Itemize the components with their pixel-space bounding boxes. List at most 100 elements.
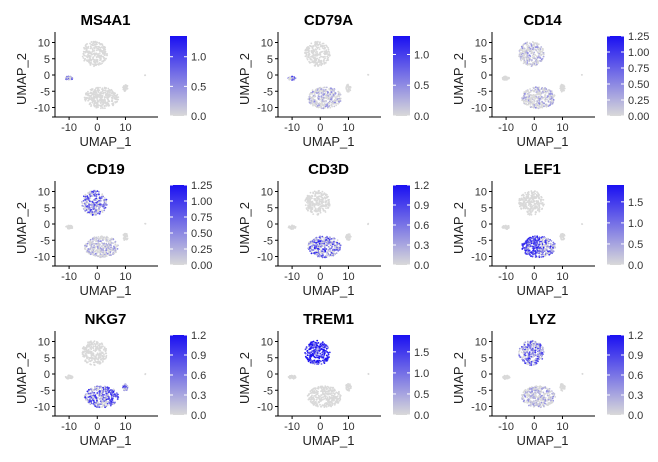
umap-point [100,94,102,96]
umap-point [328,200,330,202]
y-axis-label: UMAP_2 [451,202,466,254]
umap-point [312,195,314,197]
umap-point [116,94,118,96]
umap-point [90,53,92,55]
umap-point [95,213,97,215]
umap-point [107,404,109,406]
umap-point [508,78,510,80]
umap-point [88,389,90,391]
umap-point [109,399,111,401]
umap-point [332,249,334,251]
y-tick-label: -10 [257,252,273,264]
colorbar-tick-label: 0.9 [414,200,429,212]
umap-point [110,246,112,248]
umap-point [104,399,106,401]
umap-point [316,53,318,55]
umap-point [88,100,90,102]
umap-point [534,42,536,44]
umap-point [542,254,544,256]
umap-point [123,87,125,89]
umap-point [293,226,295,228]
umap-point [93,362,95,364]
umap-point [93,207,95,209]
x-tick-label: -10 [61,122,77,134]
umap-point [90,241,92,243]
umap-point [90,64,92,66]
umap-point [90,98,92,100]
umap-point [127,387,129,389]
umap-point [532,57,534,59]
umap-point [95,246,97,248]
umap-point [546,249,548,251]
umap-point [336,95,338,97]
umap-point [524,248,526,250]
umap-point [318,98,320,100]
umap-point [323,237,325,239]
umap-point [86,59,88,61]
umap-point [101,91,103,93]
x-tick-label: -10 [284,271,300,283]
umap-point [327,106,329,108]
umap-point [113,391,115,393]
umap-point [91,59,93,61]
umap-point [540,46,542,48]
umap-point [86,345,88,347]
umap-point [346,239,348,241]
umap-point [107,95,109,97]
umap-point [531,45,533,47]
umap-point [70,77,72,79]
umap-point [109,242,111,244]
y-tick-label: -10 [257,103,273,115]
umap-point [308,208,310,210]
umap-point [99,203,101,205]
umap-point [97,101,99,103]
umap-point [104,255,106,257]
umap-point [337,100,339,102]
umap-point [101,345,103,347]
umap-point [84,210,86,212]
umap-point [534,63,536,65]
umap-point [106,103,108,105]
umap-point [326,53,328,55]
x-tick-label: 0 [94,271,100,283]
umap-point [530,209,532,211]
umap-point [115,102,117,104]
umap-point [321,250,323,252]
colorbar-tick-label: 0.3 [191,390,206,402]
umap-point [537,238,539,240]
umap-point [318,204,320,206]
umap-point [104,252,106,254]
umap-point [82,203,84,205]
umap-point [89,396,91,398]
y-tick-label: 5 [44,54,50,66]
umap-point [68,225,70,227]
umap-point [100,47,102,49]
umap-point [96,199,98,201]
umap-point [85,52,87,54]
colorbar-tick-label: 0.6 [191,370,206,382]
umap-point [324,206,326,208]
umap-point [308,57,310,59]
umap-point [111,100,113,102]
umap-point [538,202,540,204]
umap-point [550,249,552,251]
umap-point [85,94,87,96]
umap-point [94,195,96,197]
umap-point [106,236,108,238]
umap-point [331,252,333,254]
umap-point [334,249,336,251]
umap-point [317,214,319,216]
y-tick-label: -10 [471,103,487,115]
umap-point [94,101,96,103]
umap-point [534,58,536,60]
umap-point [317,41,319,43]
umap-point [530,204,532,206]
umap-point [306,201,308,203]
umap-point [93,350,95,352]
umap-point [99,50,101,52]
umap-point [508,225,510,227]
umap-point [98,236,100,238]
umap-point [314,209,316,211]
colorbar-tick-label: 0.0 [628,260,643,272]
x-tick-label: 0 [317,122,323,134]
